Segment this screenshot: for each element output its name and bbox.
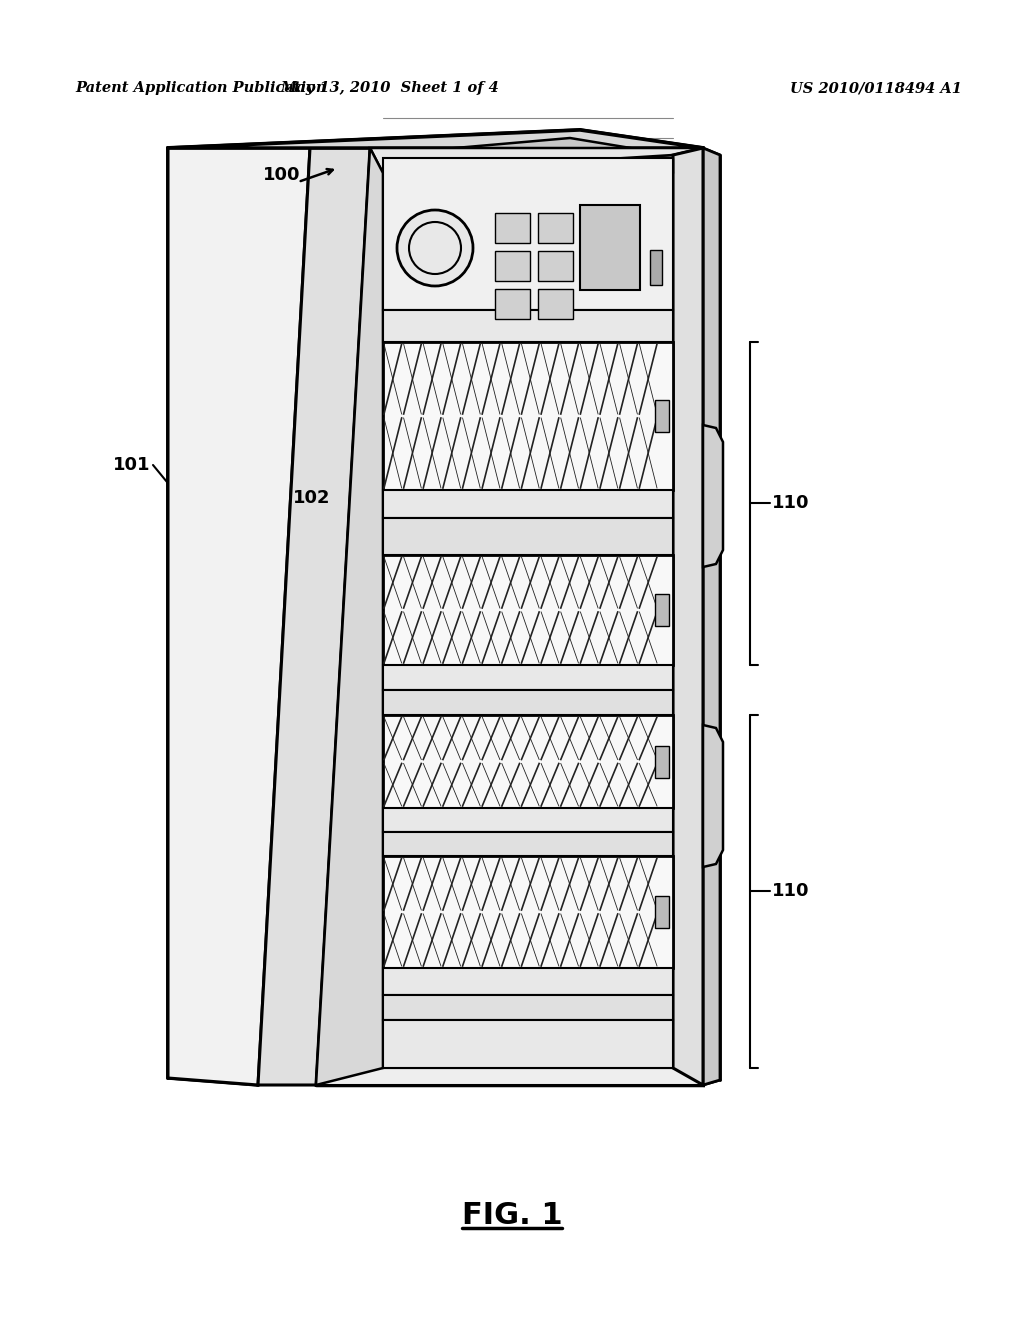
Polygon shape — [703, 148, 720, 1085]
Polygon shape — [383, 490, 673, 517]
Polygon shape — [495, 251, 530, 281]
Polygon shape — [168, 148, 310, 1085]
Polygon shape — [655, 746, 669, 777]
Polygon shape — [383, 158, 673, 310]
Polygon shape — [383, 855, 673, 968]
Polygon shape — [495, 289, 530, 319]
Polygon shape — [383, 517, 673, 554]
Polygon shape — [383, 968, 673, 995]
Polygon shape — [538, 251, 573, 281]
Polygon shape — [383, 995, 673, 1020]
Polygon shape — [370, 148, 703, 173]
Text: 102: 102 — [293, 488, 330, 507]
Polygon shape — [383, 342, 673, 490]
Polygon shape — [655, 896, 669, 928]
Polygon shape — [495, 213, 530, 243]
Text: Patent Application Publication: Patent Application Publication — [75, 81, 327, 95]
Polygon shape — [655, 594, 669, 626]
Text: 101: 101 — [113, 455, 150, 474]
Polygon shape — [673, 148, 703, 1085]
Polygon shape — [383, 173, 673, 1068]
Text: 100: 100 — [263, 166, 300, 183]
Polygon shape — [316, 148, 703, 1085]
Polygon shape — [538, 289, 573, 319]
Polygon shape — [383, 554, 673, 665]
Polygon shape — [383, 690, 673, 715]
Polygon shape — [383, 715, 673, 808]
Polygon shape — [383, 665, 673, 690]
Polygon shape — [580, 205, 640, 290]
Text: US 2010/0118494 A1: US 2010/0118494 A1 — [790, 81, 962, 95]
Polygon shape — [375, 139, 673, 173]
Text: 110: 110 — [772, 882, 810, 900]
Polygon shape — [383, 310, 673, 342]
Polygon shape — [703, 725, 723, 867]
Polygon shape — [383, 158, 673, 173]
Polygon shape — [383, 808, 673, 832]
Polygon shape — [316, 148, 383, 1085]
Polygon shape — [650, 249, 662, 285]
Polygon shape — [168, 129, 703, 148]
Polygon shape — [703, 425, 723, 568]
Text: May 13, 2010  Sheet 1 of 4: May 13, 2010 Sheet 1 of 4 — [281, 81, 500, 95]
Text: FIG. 1: FIG. 1 — [462, 1200, 562, 1229]
Polygon shape — [655, 400, 669, 432]
Polygon shape — [383, 1020, 673, 1068]
Text: 110: 110 — [772, 494, 810, 512]
Circle shape — [397, 210, 473, 286]
Polygon shape — [538, 213, 573, 243]
Polygon shape — [383, 832, 673, 855]
Polygon shape — [258, 148, 370, 1085]
